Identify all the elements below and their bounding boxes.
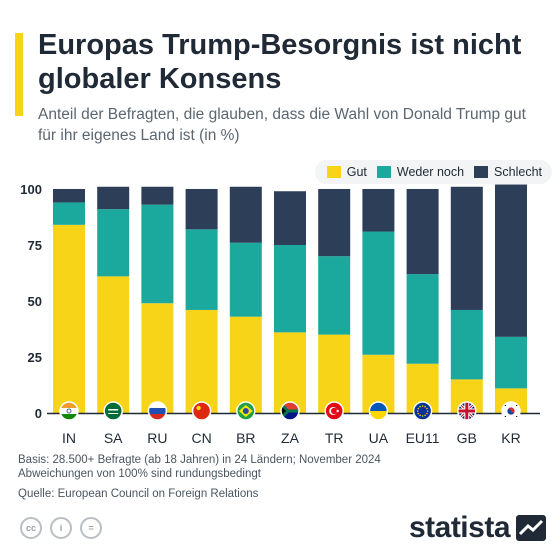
flag-border [412,401,433,421]
bar-segment-sa-2 [97,186,130,210]
bar-segment-ru-2 [141,186,174,205]
cc-license-icon[interactable]: cc [20,517,42,539]
bar-segment-in-1 [53,202,85,225]
chart-subtitle: Anteil der Befragten, die glauben, dass … [38,106,526,144]
legend-swatch-weder-noch [376,166,391,178]
footer-source: Quelle: European Council on Foreign Rela… [18,488,259,500]
china-flag-icon [192,402,211,420]
bar-segment-br-2 [229,186,262,243]
footer-basis-line1: Basis: 28.500+ Befragte (ab 18 Jahren) i… [18,454,381,466]
legend-label-weder-noch: Weder noch [396,165,465,179]
bar-segment-ua-2 [362,189,395,232]
x-tick-label-tr: TR [325,430,344,446]
legend: Gut Weder noch Schlecht [314,160,552,184]
stacked-bar-chart: 0 25 50 75 100 IN SA RU CN BR ZA TR UA EU11 GB KR [20,182,540,446]
legend-swatch-schlecht [474,166,489,178]
license-icons: cc i = [20,517,102,539]
bar-segment-za-2 [274,191,306,245]
bar-segment-eu11-2 [406,189,439,275]
x-tick-label-kr: KR [501,430,520,446]
flag-border [191,401,212,421]
bar-segment-in-2 [53,189,85,203]
chart-title: Europas Trump-Besorgnis ist nicht global… [38,29,522,95]
y-tick-label: 25 [28,350,42,365]
x-tick-label-ru: RU [147,430,167,446]
y-tick-label: 0 [35,406,42,421]
bar-segment-tr-2 [318,189,351,257]
statista-logo-text: statista [408,511,511,544]
bar-segment-kr-1 [495,336,527,389]
statista-logo-mark-icon [516,515,546,541]
bar-segment-ua-1 [362,231,395,355]
bar-segment-cn-1 [185,229,218,310]
x-tick-label-za: ZA [281,430,300,446]
x-tick-label-sa: SA [104,430,123,446]
bar-segment-br-0 [229,316,262,413]
y-tick-label: 50 [28,294,42,309]
south-korea-flag-icon [502,402,520,420]
x-tick-label-cn: CN [191,430,211,446]
bar-segment-ru-1 [141,204,174,304]
flag-border [147,401,168,421]
bar-segment-sa-0 [97,276,130,413]
no-derivatives-icon[interactable]: = [80,517,102,539]
saudi-arabia-flag-icon [104,402,123,420]
x-tick-label-gb: GB [457,430,477,446]
x-tick-label-eu11: EU11 [406,430,440,446]
attribution-icon[interactable]: i [50,517,72,539]
x-tick-label-in: IN [62,430,76,446]
x-tick-label-ua: UA [369,430,389,446]
bar-segment-za-0 [274,332,306,413]
legend-label-gut: Gut [346,165,367,179]
bar-segment-kr-2 [495,184,527,337]
bar-segment-za-1 [274,245,306,333]
brazil-flag-icon [236,402,255,420]
y-tick-label: 75 [28,238,42,253]
turkey-flag-icon [325,402,344,420]
bar-segment-tr-1 [318,256,351,335]
x-tick-label-br: BR [236,430,255,446]
bar-segment-in-0 [53,224,85,413]
bar-segment-gb-1 [450,309,483,380]
legend-item-gut: Gut [326,165,367,179]
india-flag-icon [60,402,78,420]
bar-segment-eu11-1 [406,274,439,364]
statista-logo[interactable]: statista [409,511,546,545]
bar-segment-sa-1 [97,209,130,277]
eu-flag-icon [413,402,432,420]
flag-border [59,401,79,421]
y-tick-label: 100 [20,182,42,197]
bar-segment-cn-2 [185,189,218,230]
flag-border [103,401,123,421]
flag-border [236,401,256,421]
title-accent-bar [15,33,23,116]
legend-item-schlecht: Schlecht [474,165,542,179]
flag-border [457,401,477,421]
legend-label-schlecht: Schlecht [494,165,542,179]
legend-item-weder-noch: Weder noch [376,165,465,179]
bar-segment-gb-2 [450,186,483,310]
flag-border [280,401,300,421]
legend-swatch-gut [326,166,341,178]
bar-segment-ru-0 [141,303,174,413]
footer-basis-line2: Abweichungen von 100% sind rundungsbedin… [18,468,261,480]
footer-basis: Basis: 28.500+ Befragte (ab 18 Jahren) i… [18,453,381,481]
bar-segment-cn-0 [185,309,218,413]
flag-border [501,401,521,421]
bar-segment-br-1 [229,242,262,317]
flag-border [324,401,344,421]
south-africa-flag-icon [281,402,299,420]
bar-segment-tr-0 [318,334,351,413]
russia-flag-icon [148,402,167,420]
ukraine-flag-icon [369,402,388,420]
flag-border [368,401,389,421]
